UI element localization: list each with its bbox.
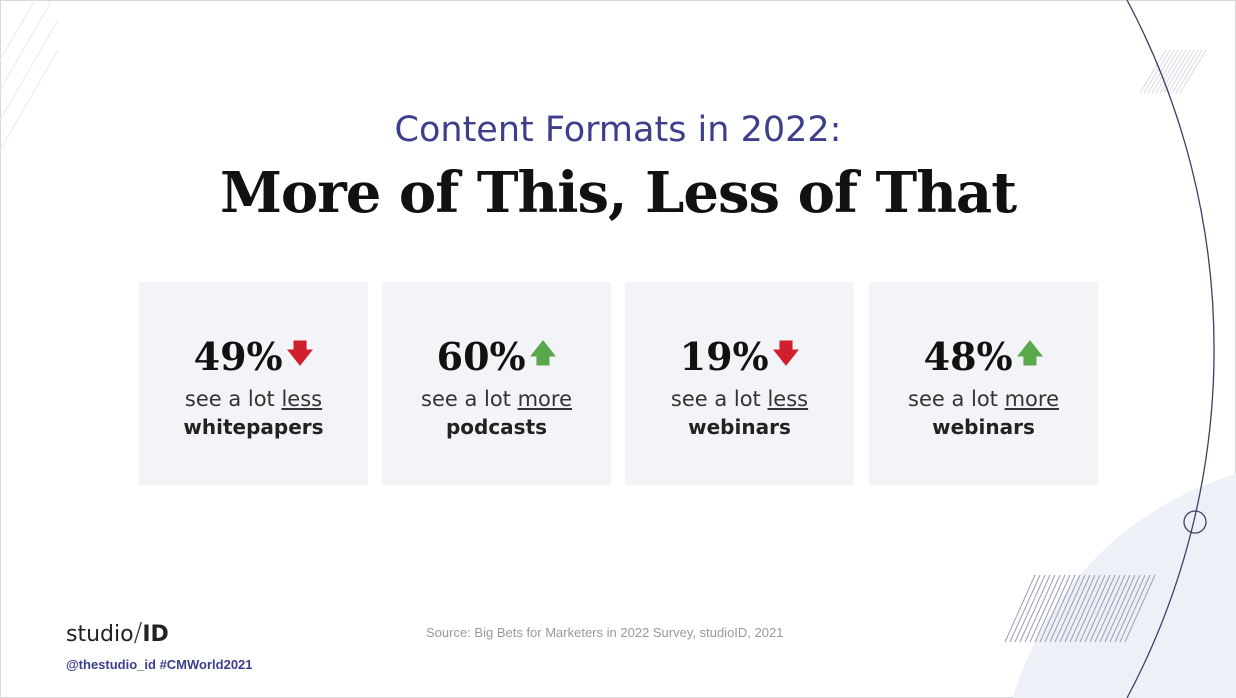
logo-id: ID <box>142 622 169 647</box>
hatch-line <box>1155 49 1183 94</box>
hatch-line <box>1069 574 1101 643</box>
stat-percent-row: 60% 🡅 <box>382 334 611 379</box>
hatch-line <box>1099 574 1131 643</box>
hatch-line <box>1084 574 1116 643</box>
ring-marker <box>1183 510 1207 534</box>
hatch-line <box>1009 574 1041 643</box>
hatch-line <box>1163 49 1191 94</box>
hatch-line <box>1159 49 1187 94</box>
stat-qualifier: more <box>517 387 572 411</box>
stat-format: podcasts <box>445 415 548 439</box>
stat-card: 19% 🡇 see a lot less webinars <box>625 282 854 485</box>
hatch-line <box>1044 574 1076 643</box>
stat-prefix: see a lot <box>670 387 768 411</box>
stat-description: see a lot more <box>869 387 1098 411</box>
hatch-line <box>1049 574 1081 643</box>
hatch-line <box>1114 574 1146 643</box>
stat-percent-row: 49% 🡇 <box>139 334 368 379</box>
hatch-line <box>1019 574 1051 643</box>
hatch-line <box>1059 574 1091 643</box>
stat-percent: 60% <box>436 334 526 379</box>
arrow-down-icon: 🡇 <box>772 338 800 369</box>
social-handles: @thestudio_id #CMWorld2021 <box>66 657 253 672</box>
source-note: Source: Big Bets for Marketers in 2022 S… <box>426 625 784 640</box>
hatch-line <box>1119 574 1151 643</box>
stat-percent-row: 48% 🡅 <box>869 334 1098 379</box>
hatch-line <box>1004 574 1036 643</box>
hatch-line <box>1014 574 1046 643</box>
hatch-line <box>1139 49 1167 94</box>
arc-line <box>1126 0 1215 698</box>
hatch-line <box>1179 49 1207 94</box>
stat-percent-row: 19% 🡇 <box>625 334 854 379</box>
stat-prefix: see a lot <box>421 387 518 411</box>
logo-text: studio <box>66 622 134 647</box>
hatch-line <box>1054 574 1086 643</box>
stat-qualifier: more <box>1004 387 1059 411</box>
hatch-line <box>1124 574 1156 643</box>
slide-subtitle: Content Formats in 2022: <box>394 110 842 150</box>
hatch-line <box>1029 574 1061 643</box>
hatch-line <box>1151 49 1179 94</box>
hatch-top-left <box>0 0 59 151</box>
stat-description: see a lot less <box>139 387 368 411</box>
stat-format: webinars <box>932 415 1035 439</box>
slide-title: More of This, Less of That <box>219 160 1017 226</box>
stat-prefix: see a lot <box>184 387 282 411</box>
hatch-line <box>1094 574 1126 643</box>
stat-card: 48% 🡅 see a lot more webinars <box>869 282 1098 485</box>
stat-card: 60% 🡅 see a lot more podcasts <box>382 282 611 485</box>
stat-percent: 49% <box>193 334 283 379</box>
stat-format: whitepapers <box>183 415 324 439</box>
hatch-line <box>1175 49 1203 94</box>
background-blob <box>1013 474 1236 698</box>
hatch-line <box>1034 574 1066 643</box>
hatch-line <box>1109 574 1141 643</box>
hatch-line <box>1079 574 1111 643</box>
stat-percent: 19% <box>679 334 769 379</box>
hatch-top-right <box>1139 49 1207 94</box>
hatch-line <box>1074 574 1106 643</box>
stat-format: webinars <box>688 415 791 439</box>
stat-percent: 48% <box>923 334 1013 379</box>
hatch-line <box>1064 574 1096 643</box>
arrow-down-icon: 🡇 <box>286 338 314 369</box>
hatch-line <box>1143 49 1171 94</box>
hatch-line <box>1104 574 1136 643</box>
stat-qualifier: less <box>767 387 809 411</box>
hatch-line <box>1089 574 1121 643</box>
hatch-line <box>1039 574 1071 643</box>
stat-description: see a lot less <box>625 387 854 411</box>
arrow-up-icon: 🡅 <box>1016 338 1044 369</box>
hatch-bottom-right <box>1004 574 1156 643</box>
stat-qualifier: less <box>281 387 323 411</box>
studio-id-logo: studio/ID <box>66 618 169 648</box>
hatch-line <box>1024 574 1056 643</box>
arrow-up-icon: 🡅 <box>529 338 557 369</box>
stat-prefix: see a lot <box>908 387 1005 411</box>
stat-description: see a lot more <box>382 387 611 411</box>
stat-card: 49% 🡇 see a lot less whitepapers <box>139 282 368 485</box>
hatch-line <box>1171 49 1199 94</box>
hatch-line <box>1167 49 1195 94</box>
logo-slash: / <box>133 618 143 648</box>
